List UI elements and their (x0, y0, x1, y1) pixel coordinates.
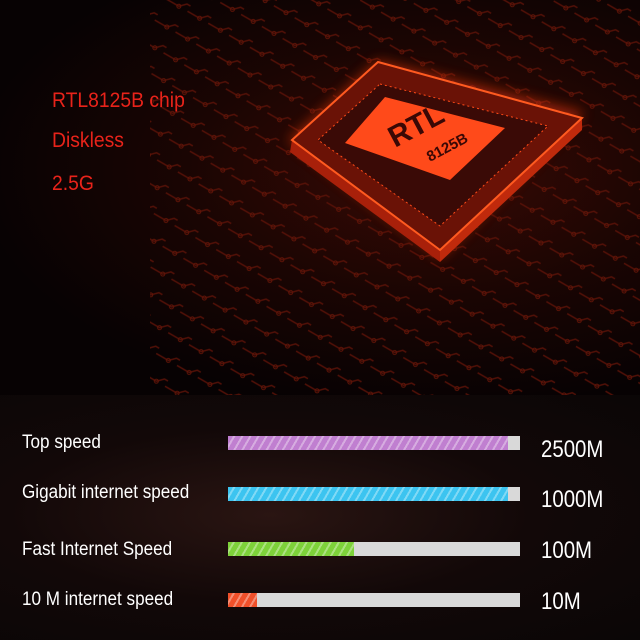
speed-value: 100M (541, 537, 593, 564)
speed-bar (228, 542, 520, 556)
speed-bar (228, 436, 520, 450)
speed-label: 10 M internet speed (22, 589, 174, 610)
feature-speed: 2.5G (52, 172, 94, 195)
speed-value: 10M (541, 588, 581, 615)
speed-bar-fill (228, 436, 509, 450)
speed-value: 1000M (541, 486, 604, 513)
speed-label: Gigabit internet speed (22, 482, 190, 503)
feature-diskless: Diskless (52, 129, 124, 152)
chip-die (345, 97, 505, 180)
chip-hero: RTL 8125B RTL8125B chip Diskless 2.5G (0, 0, 640, 395)
speed-label: Top speed (22, 432, 101, 453)
speed-bar (228, 593, 520, 607)
speed-bar (228, 487, 520, 501)
speed-label: Fast Internet Speed (22, 539, 173, 560)
speed-value: 2500M (541, 436, 604, 463)
speed-bar-fill (228, 542, 354, 556)
feature-chip: RTL8125B chip (52, 89, 185, 112)
speed-bar-fill (228, 487, 509, 501)
chip-body (290, 140, 440, 262)
chip-illustration: RTL 8125B (150, 0, 640, 395)
speed-bar-fill (228, 593, 258, 607)
